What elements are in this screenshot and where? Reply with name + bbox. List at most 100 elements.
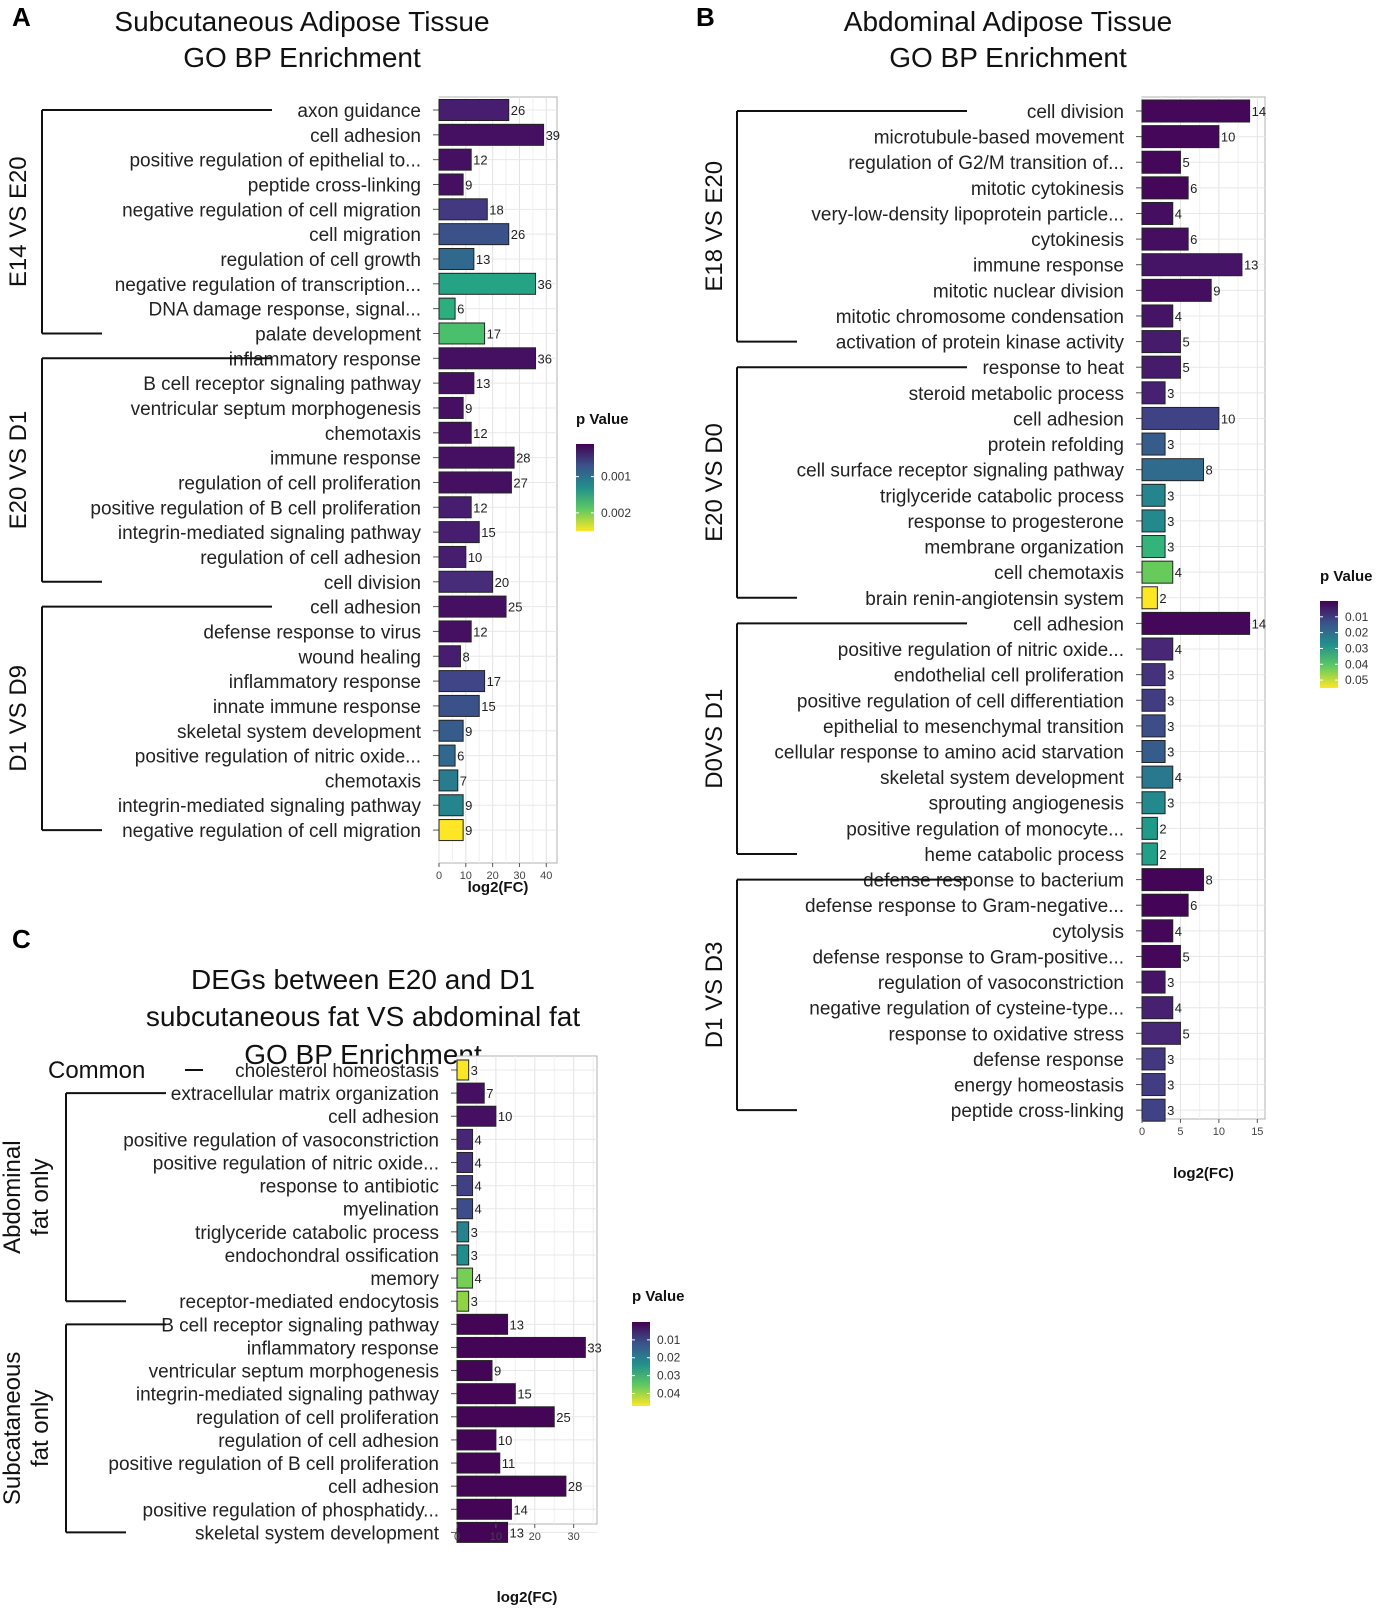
term-label: extracellular matrix organization [171,1084,439,1105]
bar-value-label: 4 [1175,565,1182,580]
term-label: ventricular septum morphogenesis [131,399,421,420]
panel-letter: B [696,2,715,32]
bar-value-label: 6 [457,749,464,764]
bar-value-label: 4 [1175,1001,1182,1016]
bar [438,694,480,717]
term-label: regulation of cell proliferation [196,1408,439,1429]
bar [1141,791,1166,815]
term-label: cytokinesis [1031,230,1124,251]
bar [438,396,464,419]
term-label: cytolysis [1052,922,1124,943]
term-label: cell adhesion [328,1477,439,1498]
group-label: E20 VS D0 [701,423,728,542]
x-tick-label: 10 [490,1531,502,1543]
bar [1141,688,1166,712]
bar [456,1498,512,1520]
bar [456,1290,470,1312]
term-label: myelination [343,1200,439,1221]
x-tick-label: 40 [540,870,552,882]
term-label: positive regulation of vasoconstriction [123,1130,439,1151]
bar-value-label: 36 [538,277,552,292]
term-label: positive regulation of epithelial to... [129,151,421,172]
bar [456,1336,586,1358]
term-label: inflammatory response [229,672,421,693]
x-tick-label: 10 [460,870,472,882]
bar [438,521,480,544]
bar [1141,560,1174,584]
bar-value-label: 13 [476,376,490,391]
bar-value-label: 9 [465,798,472,813]
bar-value-label: 2 [1159,847,1166,862]
bar-value-label: 36 [538,351,552,366]
group-label: E14 VS E20 [5,156,32,287]
bar-value-label: 14 [513,1502,527,1517]
bar [456,1383,516,1405]
bar-value-label: 9 [465,401,472,416]
group-label: Abdominalfat only [0,1140,54,1253]
bar-value-label: 13 [1244,258,1258,273]
bar [438,446,515,469]
term-label: regulation of cell proliferation [178,473,421,494]
bar [438,347,537,370]
term-label: cell migration [309,225,421,246]
bar-value-label: 9 [465,177,472,192]
x-tick-label: 0 [1139,1126,1145,1138]
bar-value-label: 8 [1206,463,1213,478]
legend-tick-label: 0.001 [601,470,631,484]
bar [438,372,475,395]
term-label: peptide cross-linking [951,1101,1124,1122]
group-label: Subcataneousfat only [0,1352,54,1505]
bar [456,1175,474,1197]
bar-value-label: 33 [587,1340,601,1355]
x-tick-label: 0 [436,870,442,882]
bar-value-label: 3 [1167,1103,1174,1118]
term-label: response to oxidative stress [888,1024,1124,1045]
bar [1141,586,1158,610]
bar [456,1082,485,1104]
term-label: regulation of G2/M transition of... [848,153,1124,174]
bar [1141,611,1251,635]
bar-value-label: 4 [475,1132,482,1147]
term-label: membrane organization [924,538,1124,559]
bar-value-label: 6 [1190,232,1197,247]
term-label: sprouting angiogenesis [929,794,1124,815]
bar [438,198,488,221]
bar-value-label: 10 [468,550,482,565]
term-label: positive regulation of B cell proliferat… [108,1454,439,1475]
bar-value-label: 3 [1167,540,1174,555]
term-label: microtubule-based movement [874,128,1125,149]
term-label: integrin-mediated signaling pathway [118,796,422,817]
bar [456,1521,509,1543]
bar [456,1244,470,1266]
term-label: cell adhesion [1013,614,1124,635]
term-label: energy homeostasis [954,1076,1124,1097]
bar [1141,201,1174,225]
legend-colorbar [1320,601,1338,688]
term-label: peptide cross-linking [248,175,421,196]
bar-value-label: 2 [1159,591,1166,606]
legend-colorbar [576,444,594,531]
bar [438,148,472,171]
group-label: E20 VS D1 [5,411,32,530]
term-label: response to antibiotic [259,1177,439,1198]
bar-value-label: 11 [502,1456,516,1471]
bar [1141,996,1174,1020]
chart-title-line: GO BP Enrichment [244,1039,482,1070]
panel-letter: C [12,924,31,954]
term-label: inflammatory response [229,349,421,370]
bar [1141,483,1166,507]
legend-tick-label: 0.002 [601,506,631,520]
term-label: response to progesterone [907,512,1124,533]
bar-value-label: 5 [1182,1026,1189,1041]
term-label: ventricular septum morphogenesis [149,1362,439,1383]
term-label: defense response to bacterium [863,871,1124,892]
bar-value-label: 4 [475,1179,482,1194]
bar-value-label: 13 [476,252,490,267]
bar [1141,432,1166,456]
bar [438,620,472,643]
x-tick-label: 10 [1213,1126,1225,1138]
term-label: defense response to Gram-negative... [805,896,1124,917]
bar-value-label: 12 [473,500,487,515]
bar [456,1198,474,1220]
